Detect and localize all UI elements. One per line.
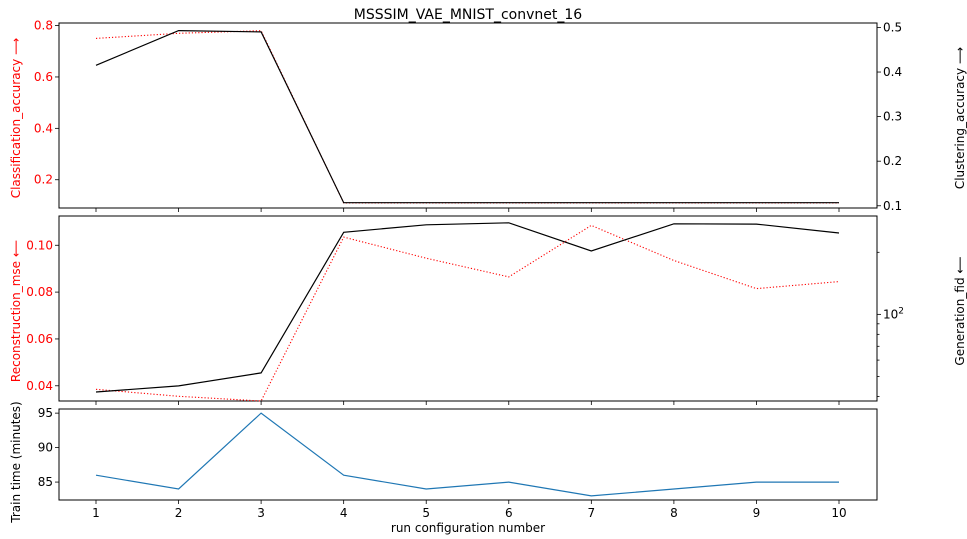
x-axis-label: run configuration number (391, 521, 545, 535)
x-tick-label: 3 (257, 506, 265, 520)
series-line-0 (95, 412, 839, 497)
left-y-tick-label: 0.4 (34, 121, 53, 135)
series-line-0 (95, 224, 840, 402)
left-y-tick-label: 0.6 (34, 70, 53, 84)
x-tick-label: 1 (92, 506, 100, 520)
x-tick-label: 4 (340, 506, 348, 520)
panel-classification-clustering: 0.2 0.4 0.6 0.8 0.1 0.2 0.3 0.4 0.5 (34, 19, 902, 213)
plot-frame (58, 408, 878, 501)
x-tick-label: 9 (753, 506, 761, 520)
right-y-tick-label: 102 (883, 306, 904, 321)
left-y-tick-label: 0.10 (26, 238, 53, 252)
left-y-tick-label: 90 (38, 441, 53, 455)
x-tick-label: 7 (588, 506, 596, 520)
series-line-1 (95, 222, 840, 393)
left-y-tick-label: 0.8 (34, 19, 53, 33)
left-y-tick-label: 95 (38, 406, 53, 420)
right-y-tick-label: 0.3 (883, 110, 902, 124)
chart-title: MSSSIM_VAE_MNIST_convnet_16 (354, 7, 582, 23)
series-line-1 (95, 29, 839, 204)
generation-fid-axis-label: Generation_fid ⟵ (953, 256, 967, 365)
x-tick-label: 8 (670, 506, 678, 520)
panel-reconstruction-generation: 0.04 0.06 0.08 0.10 102 (26, 215, 904, 405)
right-y-tick-label: 0.1 (883, 199, 902, 213)
right-y-tick-label: 0.2 (883, 154, 902, 168)
left-y-tick-label: 0.04 (26, 379, 53, 393)
reconstruction-mse-axis-label: Reconstruction_mse ⟵ (9, 240, 23, 382)
plot-frame (58, 215, 878, 402)
left-y-tick-label: 0.06 (26, 332, 53, 346)
x-tick-label: 5 (422, 506, 430, 520)
x-tick-label: 6 (505, 506, 513, 520)
panel-train-time: 1 2 3 4 5 6 7 8 9 10 85 90 95 (38, 406, 878, 520)
left-y-tick-label: 0.2 (34, 173, 53, 187)
right-y-tick-label: 0.4 (883, 65, 902, 79)
left-y-tick-label: 0.08 (26, 285, 53, 299)
classification-accuracy-axis-label: Classification_accuracy ⟶ (9, 38, 23, 199)
plot-frame (58, 22, 878, 209)
train-time-axis-label: Train time (minutes) (9, 401, 23, 523)
series-line-0 (95, 30, 839, 204)
right-y-tick-label: 0.5 (883, 20, 902, 34)
left-y-tick-label: 85 (38, 475, 53, 489)
x-tick-label: 2 (175, 506, 183, 520)
x-tick-label: 10 (831, 506, 846, 520)
clustering-accuracy-axis-label: Clustering_accuracy ⟶ (953, 47, 967, 189)
